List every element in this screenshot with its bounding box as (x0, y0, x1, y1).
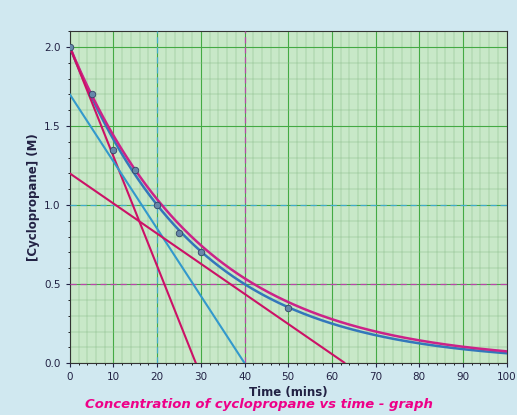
Text: Concentration of cyclopropane vs time - graph: Concentration of cyclopropane vs time - … (85, 398, 432, 411)
Point (196, 249, 205, 256)
Y-axis label: [Cyclopropane] (M): [Cyclopropane] (M) (27, 133, 40, 261)
Point (131, 167, 140, 173)
Point (87, 91, 96, 98)
Point (175, 230, 183, 237)
Point (66, 44, 74, 50)
Point (153, 202, 161, 208)
X-axis label: Time (mins): Time (mins) (249, 386, 328, 399)
Point (284, 305, 292, 311)
Point (110, 146, 118, 153)
